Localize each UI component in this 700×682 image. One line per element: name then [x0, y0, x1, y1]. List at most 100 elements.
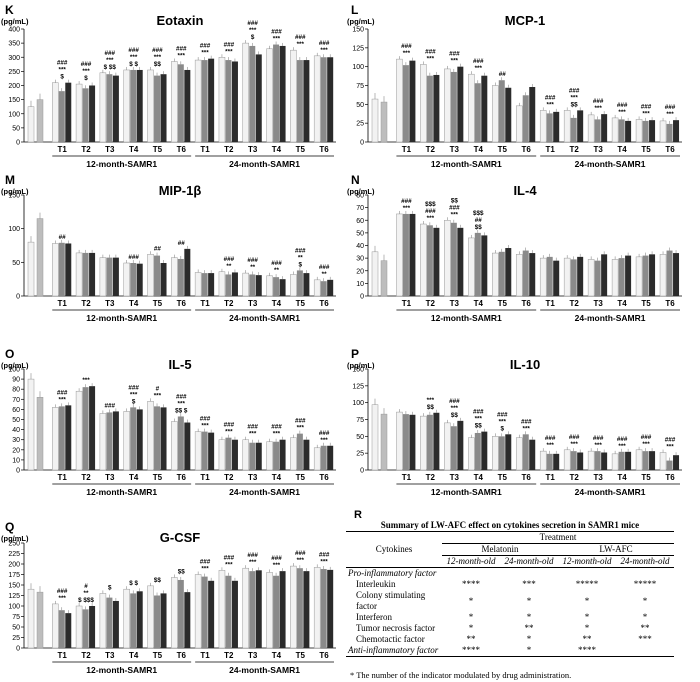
data-bar	[601, 114, 608, 142]
data-bar	[553, 260, 560, 296]
group-label: 12-month-SAMR1	[431, 313, 502, 323]
y-tick-label: 0	[360, 468, 364, 475]
y-tick-label: 150	[352, 27, 364, 34]
significance-label: ###	[593, 435, 604, 442]
significance-label: ###	[247, 257, 258, 264]
summary-table: Cytokines Treatment Melatonin LW-AFC 12-…	[346, 531, 674, 657]
data-bar	[457, 420, 464, 470]
group-label: 12-month-SAMR1	[431, 487, 502, 497]
y-unit-label: (pg/mL)	[1, 187, 29, 196]
data-bar	[231, 580, 238, 648]
data-bar	[468, 237, 475, 297]
x-tick-label: T4	[272, 651, 282, 660]
data-bar	[642, 451, 649, 470]
data-bar	[522, 250, 529, 296]
data-bar	[498, 251, 505, 296]
data-bar	[249, 274, 256, 296]
data-bar	[539, 450, 547, 471]
significance-label: ###	[105, 402, 116, 409]
x-tick-label: T4	[617, 473, 627, 482]
treatment-header: Treatment	[442, 531, 674, 544]
data-bar	[160, 263, 167, 296]
significance-label: **	[84, 590, 89, 597]
data-bar	[426, 414, 433, 470]
data-bar	[594, 119, 601, 142]
data-bar	[313, 447, 321, 471]
x-tick-label: T3	[105, 473, 115, 482]
x-tick-label: T3	[593, 299, 603, 308]
significance-label: ***	[594, 442, 602, 449]
data-bar	[242, 42, 250, 143]
x-tick-label: T1	[58, 145, 68, 154]
significance-label: ###	[176, 393, 187, 400]
significance-label: ***	[403, 50, 411, 57]
data-bar	[266, 441, 273, 471]
significance-label: ***	[618, 109, 626, 116]
y-tick-label: 150	[8, 193, 20, 200]
data-bar	[553, 111, 560, 142]
significance-label: $$	[178, 568, 186, 575]
significance-label: ###	[473, 409, 484, 416]
x-tick-label: T5	[641, 299, 651, 308]
y-unit-label: (pg/mL)	[347, 187, 375, 196]
data-bar	[402, 213, 409, 296]
row-name: Colony stimulating factor	[356, 590, 426, 611]
data-bar	[154, 255, 161, 296]
x-tick-label: T3	[105, 651, 115, 660]
x-tick-label: T1	[200, 651, 210, 660]
data-bar	[474, 83, 481, 142]
y-tick-label: 50	[12, 417, 20, 424]
significance-label: ***	[249, 559, 257, 566]
data-bar	[208, 432, 215, 470]
significance-label: ***	[403, 205, 411, 212]
data-bar	[320, 281, 327, 296]
group-label: 12-month-SAMR1	[431, 159, 502, 169]
chart-title: IL-4	[513, 183, 537, 198]
data-bar	[99, 257, 107, 297]
row-value: *	[642, 612, 648, 622]
significance-label: #	[84, 583, 88, 590]
data-bar	[625, 255, 632, 296]
data-bar	[136, 409, 143, 470]
x-tick-label: T6	[522, 145, 532, 154]
data-bar	[65, 82, 72, 142]
data-bar	[618, 258, 625, 296]
significance-label: ##	[178, 240, 186, 247]
significance-label: ###	[295, 418, 306, 425]
significance-label: ###	[641, 103, 652, 110]
y-tick-label: 0	[16, 646, 20, 653]
significance-label: ***	[451, 405, 459, 412]
y-tick-label: 200	[8, 562, 20, 569]
significance-label: ###	[224, 554, 235, 561]
significance-label: $ $$	[104, 64, 117, 71]
data-bar	[402, 414, 409, 470]
row-name: Interferon	[356, 612, 392, 622]
data-bar	[625, 120, 632, 142]
data-bar	[659, 452, 667, 471]
panel-letter: Q	[5, 520, 14, 534]
x-tick-label: T1	[546, 299, 556, 308]
data-bar	[444, 68, 451, 143]
x-tick-label: T1	[58, 473, 68, 482]
data-bar	[112, 75, 119, 142]
significance-label: ###	[271, 424, 282, 431]
y-tick-label: 50	[12, 625, 20, 632]
x-tick-label: T2	[569, 145, 579, 154]
y-tick-label: 225	[8, 551, 20, 558]
panel-letter: R	[354, 509, 362, 521]
data-bar	[136, 263, 143, 296]
x-tick-label: T2	[426, 299, 436, 308]
data-bar	[546, 453, 553, 470]
y-tick-label: 350	[8, 41, 20, 48]
data-bar	[58, 242, 65, 296]
significance-label: ###	[271, 555, 282, 562]
data-bar	[52, 82, 59, 143]
data-bar	[481, 75, 488, 142]
y-tick-label: 125	[8, 593, 20, 600]
x-tick-label: T6	[319, 145, 329, 154]
data-bar	[82, 252, 89, 296]
data-bar	[327, 569, 334, 648]
significance-label: ***	[59, 67, 67, 74]
data-bar	[327, 445, 334, 470]
